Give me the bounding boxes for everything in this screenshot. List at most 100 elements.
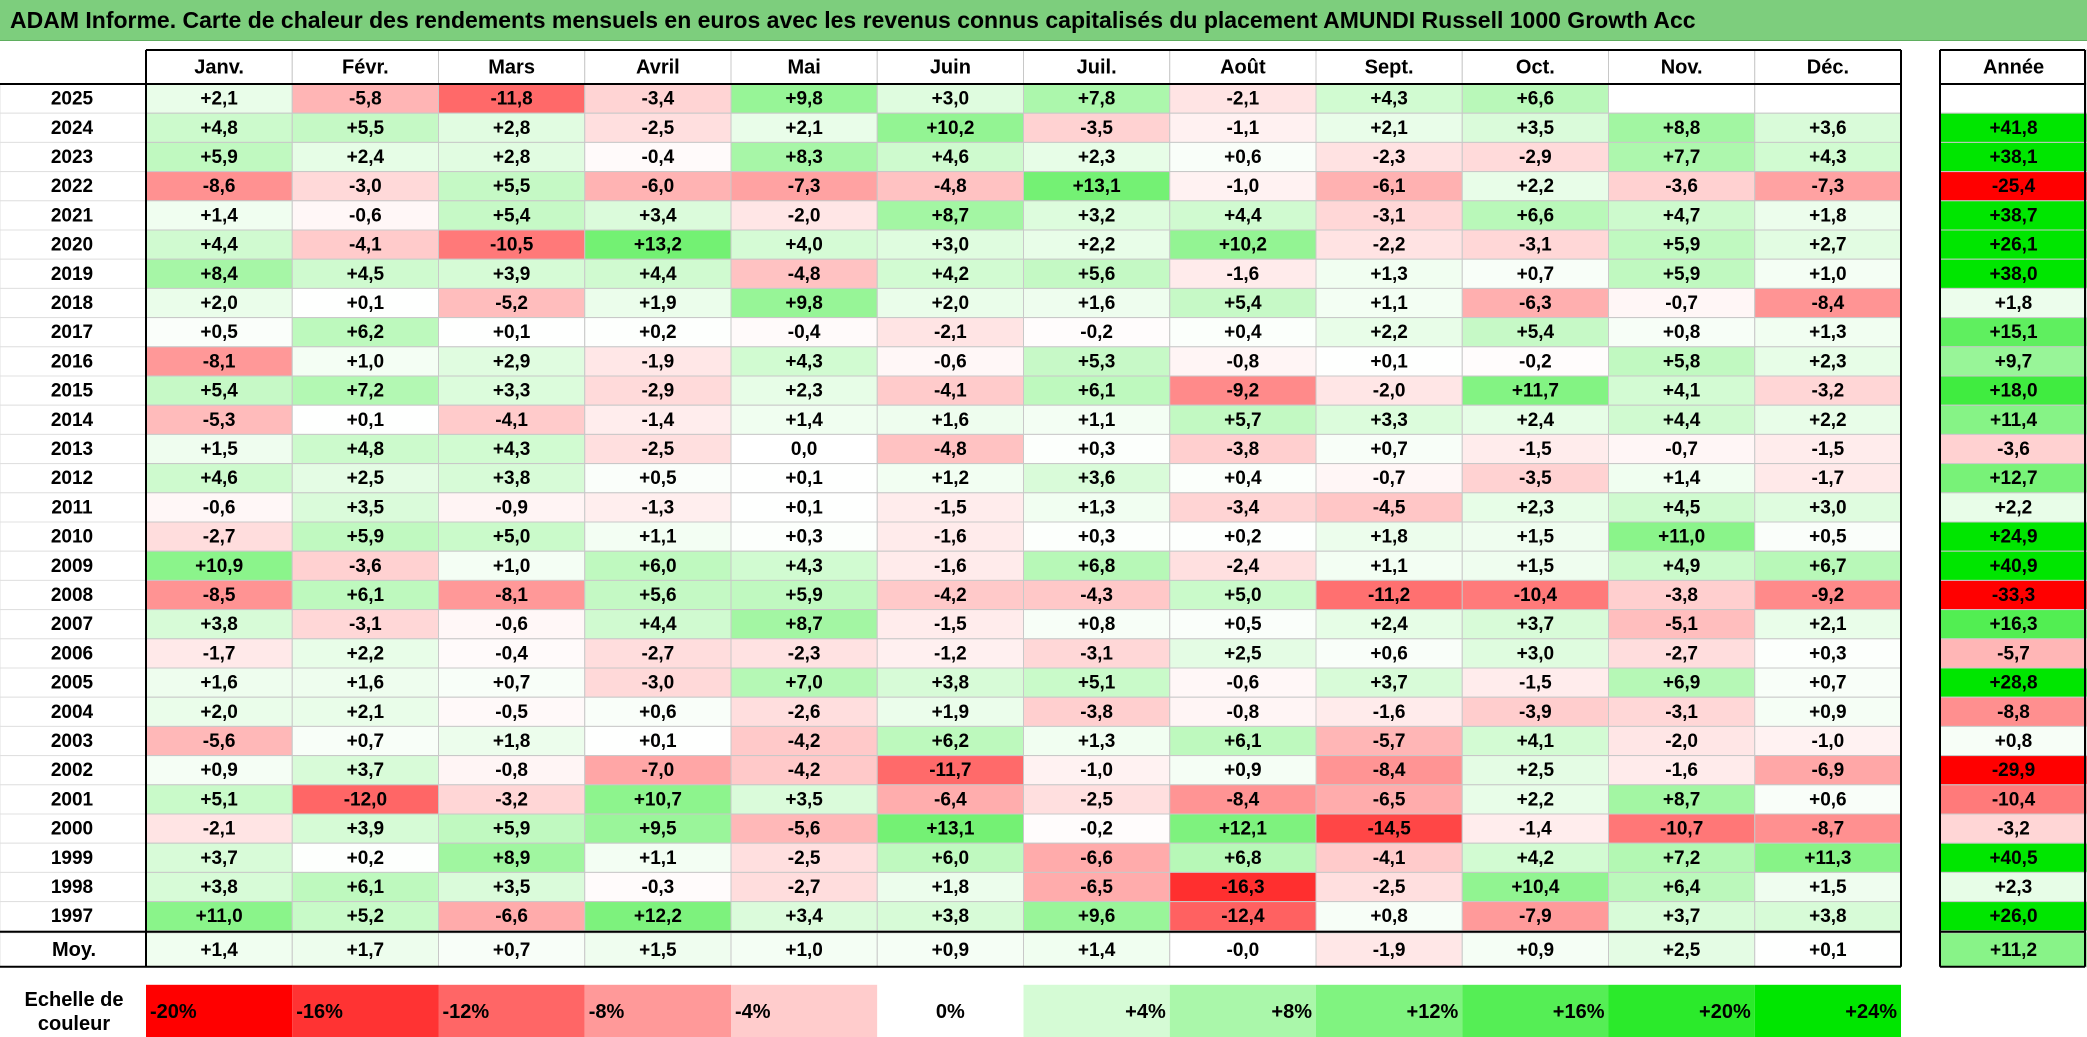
- month-value-label: +11,3: [1804, 848, 1851, 869]
- month-value-label: -1,0: [1080, 760, 1113, 781]
- month-value-label: +13,2: [634, 235, 682, 256]
- month-value-label: +1,1: [639, 848, 677, 869]
- annual-value-label: +38,7: [1989, 205, 2037, 226]
- month-value-label: -8,1: [203, 351, 236, 372]
- month-value-cell: [1461, 112, 1609, 143]
- month-value-cell: [438, 404, 586, 435]
- month-value-label: -2,5: [788, 848, 821, 869]
- month-value-label: -3,8: [1665, 585, 1698, 606]
- year-label: 2004: [51, 702, 94, 723]
- month-value-label: +4,1: [1663, 381, 1701, 402]
- month-value-cell: [1608, 550, 1756, 581]
- scale-stop-label: +16%: [1553, 1001, 1605, 1023]
- month-value-label: +0,8: [1078, 614, 1116, 635]
- month-value-cell: [584, 901, 732, 932]
- month-value-label: +2,4: [1370, 614, 1408, 635]
- month-value-cell: [1608, 813, 1756, 844]
- month-value-cell: [1023, 696, 1171, 727]
- month-value-label: +1,8: [493, 731, 531, 752]
- month-value-label: +5,4: [200, 381, 238, 402]
- month-value-cell: [584, 492, 732, 523]
- month-value-cell: [876, 667, 1024, 698]
- month-value-label: -1,5: [934, 614, 967, 635]
- month-value-cell: [291, 579, 439, 611]
- month-value-label: +0,6: [1809, 789, 1847, 810]
- month-value-cell: [1315, 784, 1463, 815]
- month-value-label: +1,1: [639, 527, 677, 548]
- month-value-label: +4,8: [200, 118, 238, 139]
- year-cell: [0, 200, 147, 231]
- month-value-cell: [291, 813, 439, 844]
- month-value-label: -0,7: [1665, 439, 1698, 460]
- month-value-label: +2,1: [1809, 614, 1847, 635]
- month-value-label: -8,4: [1373, 760, 1406, 781]
- month-value-label: +2,3: [1517, 497, 1555, 518]
- scale-stop-label: +12%: [1407, 1001, 1459, 1023]
- month-value-label: -1,5: [1812, 439, 1845, 460]
- month-value-label: +11,0: [1658, 527, 1705, 548]
- month-value-label: +2,1: [1370, 118, 1408, 139]
- month-value-label: -16,3: [1221, 877, 1264, 898]
- annual-value-cell: [1939, 200, 2087, 231]
- month-value-label: +0,6: [639, 702, 677, 723]
- month-value-cell: [1608, 463, 1756, 494]
- month-value-label: -6,6: [495, 906, 528, 927]
- month-value-cell: [1169, 871, 1317, 903]
- average-value-label: -1,9: [1373, 940, 1406, 961]
- month-value-cell: [1608, 725, 1756, 757]
- month-value-label: -5,2: [495, 293, 528, 314]
- month-value-cell: [1315, 755, 1463, 786]
- month-value-label: -3,8: [1080, 702, 1113, 723]
- month-value-cell: [876, 317, 1024, 348]
- month-value-label: +3,3: [1370, 410, 1408, 431]
- month-value-cell: [291, 784, 439, 815]
- month-value-cell: [145, 842, 293, 873]
- month-value-label: -2,5: [642, 118, 675, 139]
- month-value-label: -1,6: [934, 556, 967, 577]
- month-value-cell: [1169, 258, 1317, 289]
- month-value-label: -2,1: [203, 819, 236, 840]
- month-header-label: Juin: [930, 56, 971, 78]
- month-value-label: -3,4: [642, 89, 675, 110]
- month-value-label: +4,3: [785, 351, 823, 372]
- annual-value-label: +24,9: [1989, 527, 2037, 548]
- month-value-cell: [291, 638, 439, 669]
- month-value-label: +0,5: [1224, 614, 1262, 635]
- month-value-cell: [1608, 521, 1756, 552]
- month-value-label: +1,1: [1370, 556, 1408, 577]
- month-value-label: +3,7: [1517, 614, 1555, 635]
- month-value-label: -2,1: [1227, 89, 1260, 110]
- month-value-cell: [1023, 784, 1171, 815]
- month-value-label: +4,3: [1809, 147, 1847, 168]
- month-value-label: +0,9: [1224, 760, 1262, 781]
- month-value-cell: [1608, 346, 1756, 377]
- month-header-cell: [1461, 49, 1609, 85]
- month-value-cell: [1169, 667, 1317, 698]
- month-value-label: -8,4: [1812, 293, 1845, 314]
- month-value-label: -0,7: [1373, 468, 1406, 489]
- year-label: 2018: [51, 293, 93, 314]
- month-value-label: +1,3: [1078, 497, 1116, 518]
- month-value-label: +4,5: [1663, 497, 1701, 518]
- month-header-cell: [438, 49, 586, 85]
- month-value-label: +3,3: [493, 381, 531, 402]
- month-value-cell: [876, 638, 1024, 669]
- month-value-label: +2,0: [200, 293, 238, 314]
- month-value-cell: [584, 579, 732, 611]
- month-value-label: +0,8: [1663, 322, 1701, 343]
- month-value-label: +0,3: [1078, 439, 1116, 460]
- month-value-cell: [1754, 492, 1902, 523]
- month-value-label: +10,9: [195, 556, 243, 577]
- month-value-cell: [584, 609, 732, 640]
- month-value-label: -0,4: [788, 322, 821, 343]
- month-value-label: +10,7: [634, 789, 682, 810]
- month-value-label: -4,2: [934, 585, 967, 606]
- month-value-cell: [145, 433, 293, 465]
- month-value-cell: [584, 317, 732, 348]
- month-value-cell: [1169, 842, 1317, 873]
- month-value-cell: [1169, 346, 1317, 377]
- month-value-cell: [1169, 433, 1317, 465]
- month-value-cell: [730, 317, 878, 348]
- month-value-label: +9,8: [785, 293, 823, 314]
- month-value-label: +3,0: [1517, 643, 1555, 664]
